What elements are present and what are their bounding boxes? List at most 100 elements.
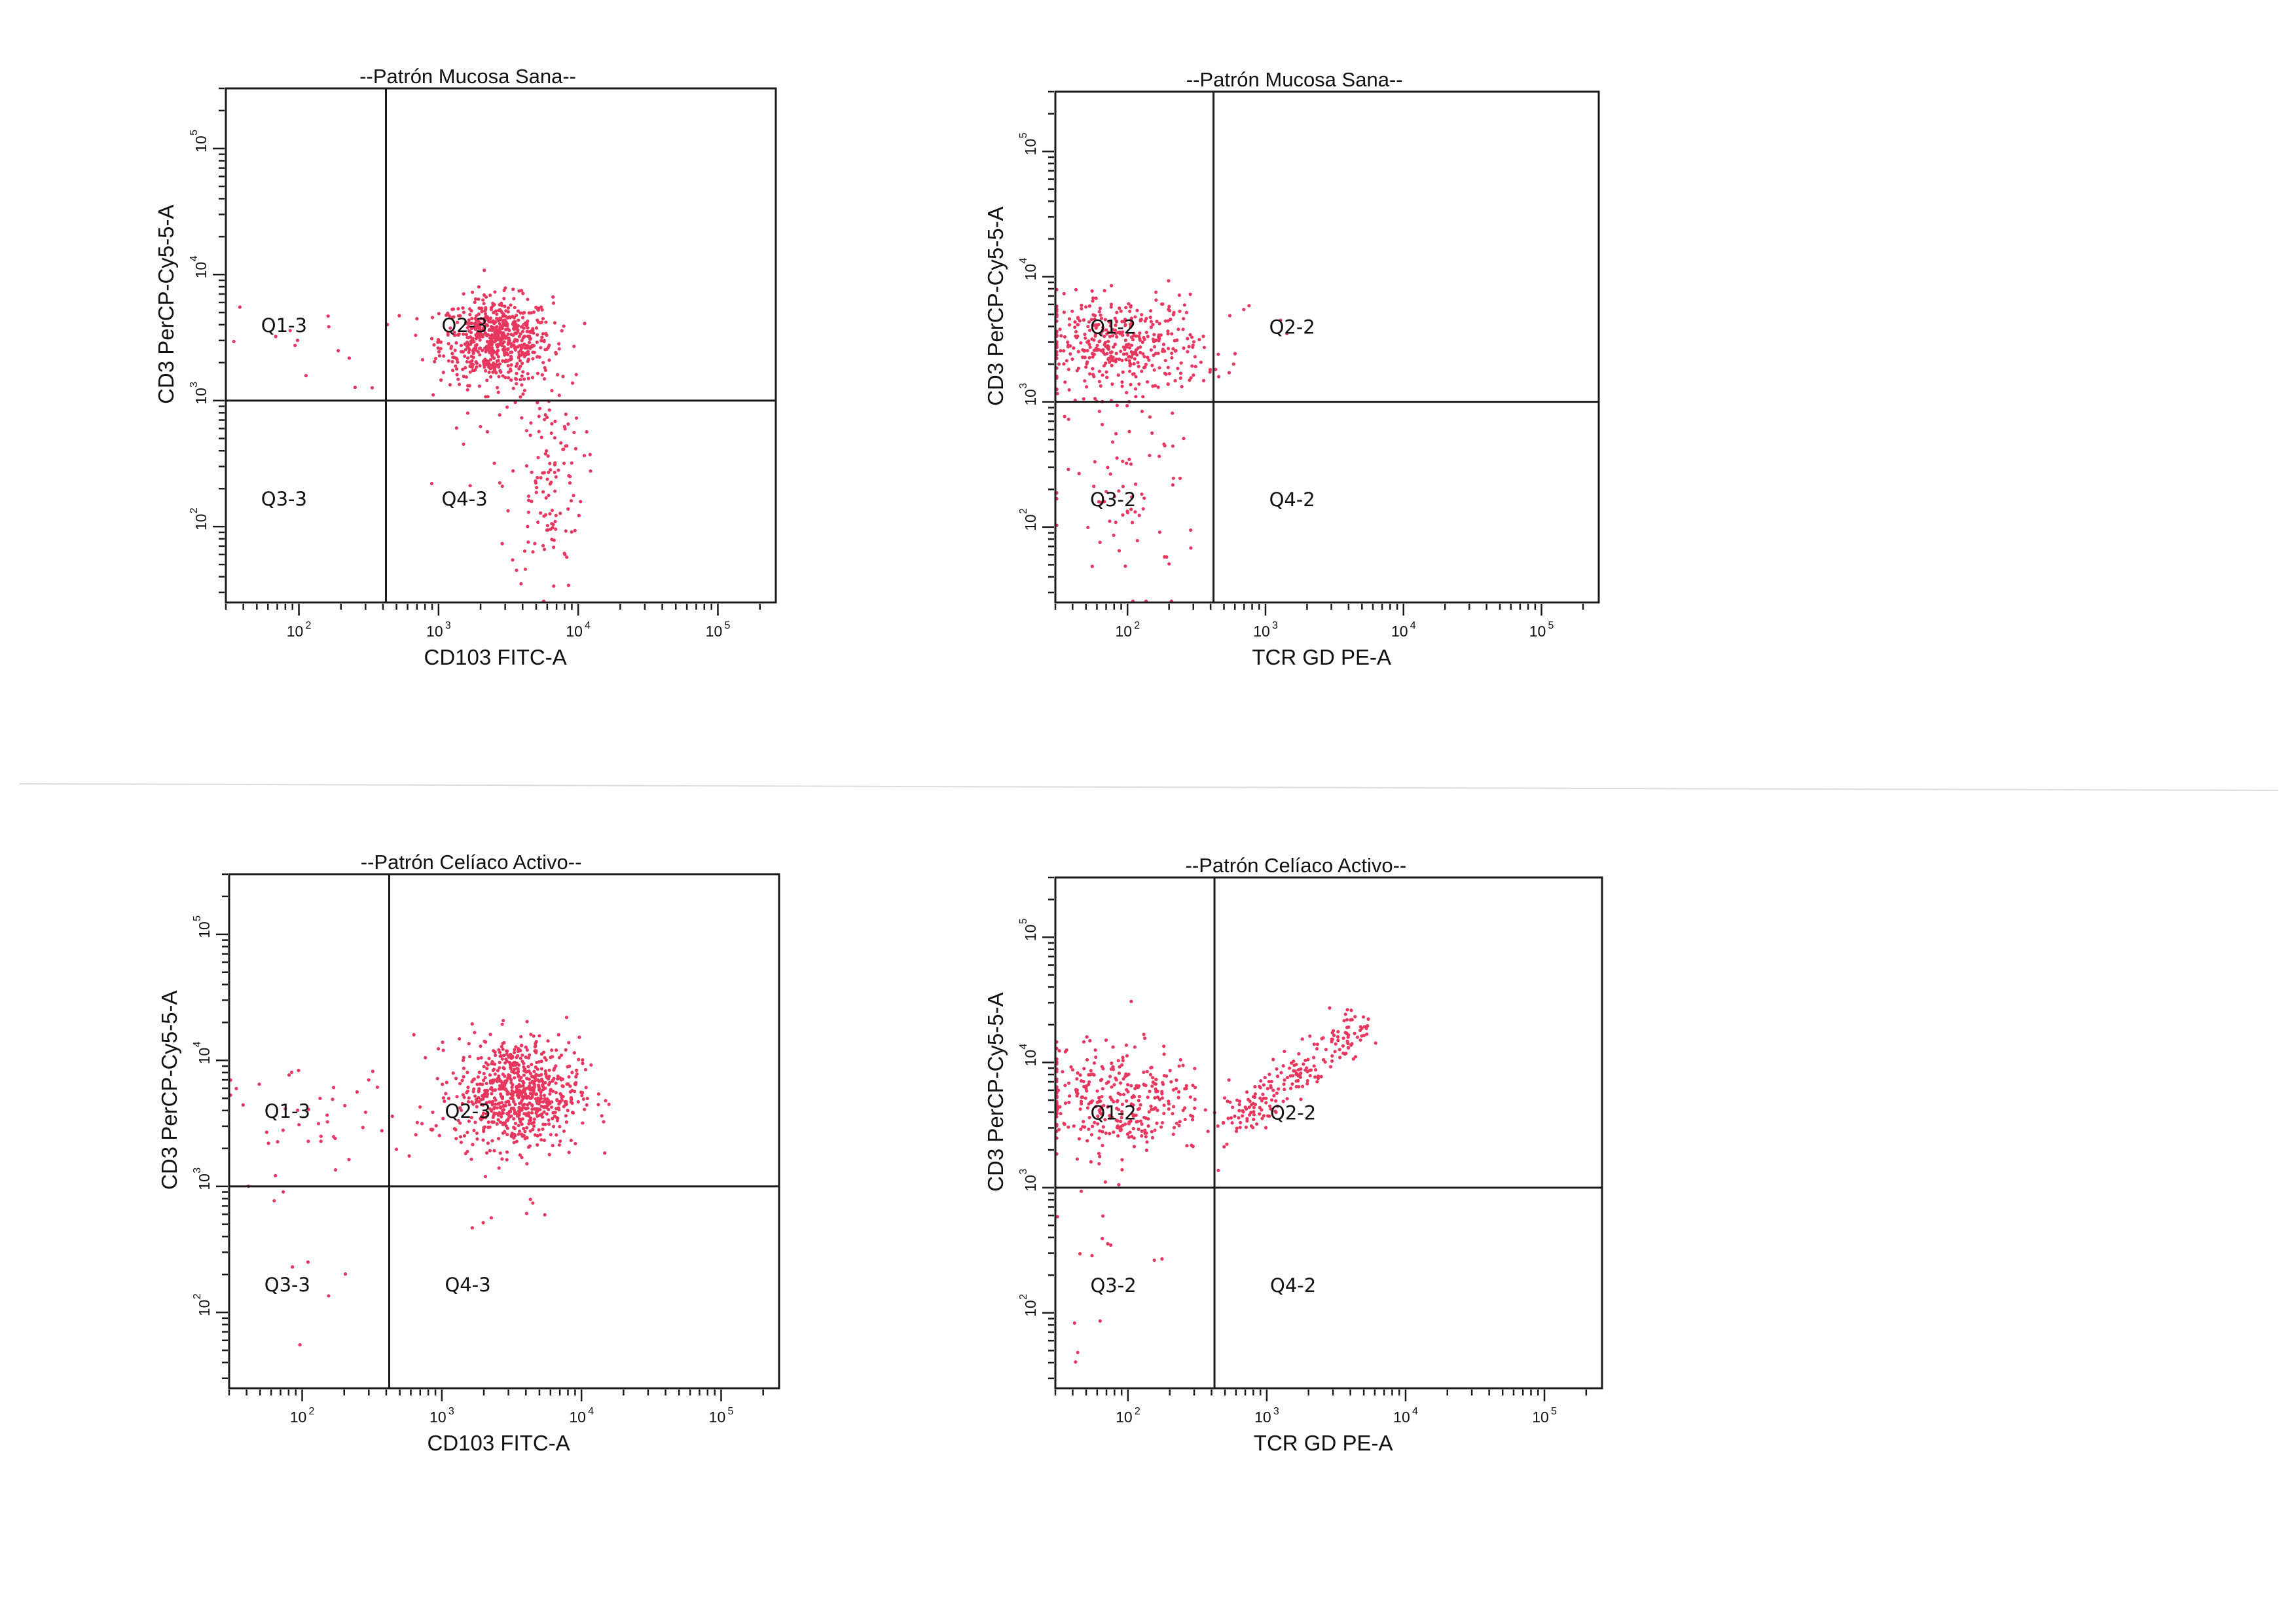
event-dot <box>1136 1107 1140 1111</box>
event-dot <box>1167 372 1171 376</box>
quadrant-label-4: Q4-3 <box>445 1274 490 1296</box>
event-dot <box>1093 460 1097 464</box>
event-dot <box>521 291 525 295</box>
event-dot <box>501 341 505 345</box>
x-tick-exponent: 5 <box>1551 1406 1557 1417</box>
event-dot <box>511 1094 515 1098</box>
event-dot <box>1093 397 1097 401</box>
event-dot <box>500 542 504 545</box>
event-dot <box>491 301 495 305</box>
event-dot <box>1101 1214 1105 1218</box>
x-tick-label: 10 <box>1529 623 1546 640</box>
event-dot <box>450 369 455 373</box>
event-dot <box>1216 1168 1220 1172</box>
plot-title: --Patrón Mucosa Sana-- <box>1186 68 1403 91</box>
y-tick-label: 10 <box>192 136 210 153</box>
event-dot <box>1312 1043 1316 1046</box>
event-dot <box>1086 525 1090 530</box>
event-dot <box>529 421 533 425</box>
event-dot <box>537 1107 541 1111</box>
event-dot <box>1101 422 1104 426</box>
event-dot <box>1165 555 1169 559</box>
event-dot <box>1093 334 1097 338</box>
event-dot <box>506 306 511 310</box>
event-dot <box>495 1106 499 1110</box>
event-dot <box>1183 1117 1187 1122</box>
event-dot <box>547 1107 551 1111</box>
event-dot <box>1066 1125 1070 1129</box>
event-dot <box>506 332 510 336</box>
event-dot <box>1077 1137 1082 1141</box>
event-dot <box>1125 1054 1129 1058</box>
event-dot <box>1110 1116 1114 1120</box>
event-dot <box>1108 519 1112 523</box>
event-dot <box>480 310 484 314</box>
event-dot <box>1144 316 1148 321</box>
event-dot <box>1086 325 1090 329</box>
event-dot <box>1154 1087 1157 1091</box>
event-dot <box>1106 339 1110 344</box>
event-dot <box>572 430 576 435</box>
event-dot <box>556 373 560 377</box>
event-dot <box>1091 355 1095 359</box>
event-dot <box>1063 1083 1067 1088</box>
event-dot <box>1093 1061 1097 1065</box>
event-dot <box>1129 462 1133 466</box>
event-dot <box>1182 346 1186 350</box>
event-dot <box>450 307 454 311</box>
event-dot <box>483 319 486 323</box>
event-dot <box>484 1040 488 1044</box>
event-dot <box>1230 1121 1234 1125</box>
event-dot <box>1058 1105 1062 1109</box>
event-dot <box>522 323 526 327</box>
event-dot <box>1129 1102 1133 1106</box>
event-dot <box>468 342 473 346</box>
event-dot <box>1343 1012 1347 1016</box>
event-dot <box>1149 325 1153 329</box>
event-dot <box>556 1077 560 1081</box>
event-dot <box>564 1114 568 1118</box>
event-dot <box>498 339 502 342</box>
event-dot <box>441 1048 445 1052</box>
event-dot <box>500 484 504 489</box>
event-dot <box>560 1096 564 1099</box>
event-dot <box>1129 304 1133 308</box>
event-dot <box>1161 302 1165 306</box>
event-dot <box>1124 358 1128 361</box>
event-dot <box>1235 1098 1239 1102</box>
event-dot <box>545 449 549 453</box>
event-dot <box>1079 1189 1084 1193</box>
event-dot <box>1188 1095 1192 1099</box>
event-dot <box>1149 1066 1153 1070</box>
event-dot <box>1092 348 1097 352</box>
event-dot <box>441 1082 445 1086</box>
event-dot <box>1187 344 1191 348</box>
event-dot <box>471 325 475 329</box>
event-dot <box>446 333 450 337</box>
plot-title: --Patrón Celíaco Activo-- <box>361 851 582 874</box>
event-dot <box>490 1139 494 1143</box>
event-dot <box>505 348 510 352</box>
event-dot <box>530 470 534 474</box>
event-dot <box>570 1111 575 1115</box>
y-tick-exponent: 3 <box>1018 1169 1029 1175</box>
event-dot <box>495 317 500 321</box>
event-dot <box>537 1098 541 1101</box>
event-dot <box>1330 1059 1334 1063</box>
event-dot <box>1228 1100 1232 1104</box>
event-dot <box>574 1075 578 1079</box>
event-dot <box>1137 335 1141 339</box>
event-dot <box>1222 1096 1227 1100</box>
event-dot <box>476 1056 481 1060</box>
event-dot <box>1133 315 1137 319</box>
event-dot <box>1106 347 1110 351</box>
event-dot <box>576 1100 580 1104</box>
event-dot <box>1302 1062 1305 1066</box>
event-dot <box>1132 372 1136 376</box>
event-dot <box>541 544 545 547</box>
event-dot <box>487 1056 491 1061</box>
event-dot <box>509 342 513 346</box>
event-dot <box>1085 1058 1089 1061</box>
event-dot <box>1216 352 1220 356</box>
event-dot <box>492 1096 497 1100</box>
